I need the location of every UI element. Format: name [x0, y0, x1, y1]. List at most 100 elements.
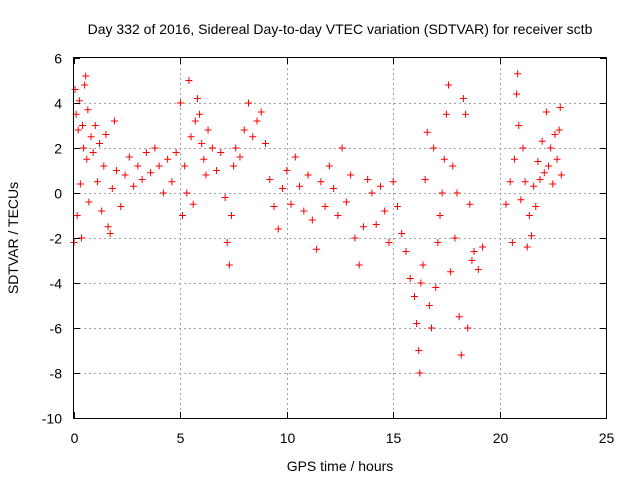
data-point	[474, 266, 482, 273]
data-point	[551, 131, 559, 138]
y-tick-labels: -10 -8 -6 -4 -2 0 2 4 6	[42, 51, 62, 427]
data-point	[436, 212, 444, 219]
data-point	[417, 279, 425, 287]
data-point	[89, 149, 97, 156]
data-point	[223, 239, 231, 246]
x-axis-label: GPS time / hours	[287, 458, 394, 474]
data-point	[502, 200, 510, 208]
data-point	[283, 167, 291, 174]
data-point	[236, 153, 244, 161]
data-point	[555, 126, 563, 134]
data-point	[81, 81, 89, 89]
data-point	[428, 324, 436, 332]
data-point	[553, 155, 561, 163]
data-point	[185, 77, 193, 84]
y-tick-label: -2	[50, 231, 63, 247]
data-point	[351, 234, 359, 242]
data-point	[155, 162, 163, 170]
data-point	[540, 169, 548, 177]
x-tick-label: 20	[493, 430, 509, 446]
data-point	[179, 212, 187, 219]
data-point	[232, 144, 240, 152]
data-point	[82, 72, 90, 80]
data-point	[442, 110, 450, 118]
data-point	[164, 155, 172, 163]
data-point	[130, 182, 138, 190]
data-point	[513, 90, 521, 98]
data-point	[159, 189, 167, 197]
data-point	[457, 351, 465, 359]
data-point	[532, 203, 540, 210]
data-point	[313, 245, 321, 253]
y-tick-label: 2	[54, 141, 62, 157]
data-point	[338, 144, 346, 152]
data-point	[545, 162, 553, 170]
data-point	[257, 108, 265, 116]
data-point	[266, 176, 274, 183]
data-point	[200, 155, 208, 163]
axis-ticks	[74, 58, 607, 419]
data-point	[389, 178, 397, 186]
data-point	[510, 155, 518, 163]
data-point	[334, 212, 342, 219]
data-point	[208, 144, 216, 152]
data-point	[91, 122, 99, 129]
data-point	[121, 171, 129, 179]
data-point	[125, 153, 133, 161]
data-point	[74, 126, 82, 134]
data-point	[385, 239, 393, 246]
data-point	[117, 203, 125, 210]
data-point	[181, 162, 189, 170]
data-point	[342, 198, 350, 206]
data-point	[359, 223, 367, 231]
x-tick-label: 0	[71, 430, 79, 446]
data-point	[368, 189, 376, 197]
data-point	[270, 203, 278, 210]
data-point	[434, 239, 442, 246]
data-point	[279, 185, 287, 192]
data-point	[102, 131, 110, 138]
data-point	[176, 99, 184, 107]
data-point	[557, 171, 565, 179]
y-tick-label: 0	[54, 186, 62, 202]
chart-title: Day 332 of 2016, Sidereal Day-to-day VTE…	[88, 21, 593, 37]
data-point	[479, 243, 487, 251]
data-point	[547, 144, 555, 152]
data-point	[304, 171, 312, 179]
data-point	[244, 99, 252, 107]
data-point	[525, 212, 533, 219]
data-point	[308, 216, 316, 224]
y-axis-label: SDTVAR / TECUs	[5, 182, 21, 294]
data-point	[83, 155, 91, 163]
data-point	[104, 223, 112, 231]
data-point	[204, 126, 212, 134]
data-point	[134, 162, 142, 170]
data-point	[85, 198, 93, 206]
data-point	[416, 369, 424, 377]
data-point	[217, 149, 225, 156]
data-point	[447, 268, 455, 276]
data-point	[432, 284, 440, 291]
data-point	[172, 149, 180, 156]
data-point	[508, 239, 516, 246]
data-point	[325, 162, 333, 170]
plot-frame	[73, 57, 607, 419]
y-tick-label: -10	[42, 411, 62, 427]
data-point	[464, 324, 472, 332]
y-tick-label: -4	[50, 276, 63, 292]
data-point	[393, 203, 401, 210]
data-point	[98, 207, 106, 215]
data-point	[274, 225, 282, 233]
data-point	[198, 140, 206, 147]
data-point	[80, 144, 88, 152]
data-point	[445, 81, 453, 89]
data-point	[168, 178, 176, 186]
y-tick-label: 4	[54, 96, 62, 112]
x-tick-label: 5	[177, 430, 185, 446]
data-point	[549, 180, 557, 188]
data-point	[542, 108, 550, 116]
data-point	[138, 176, 146, 183]
data-point	[462, 110, 470, 118]
data-point	[142, 149, 150, 156]
data-point	[225, 261, 233, 269]
